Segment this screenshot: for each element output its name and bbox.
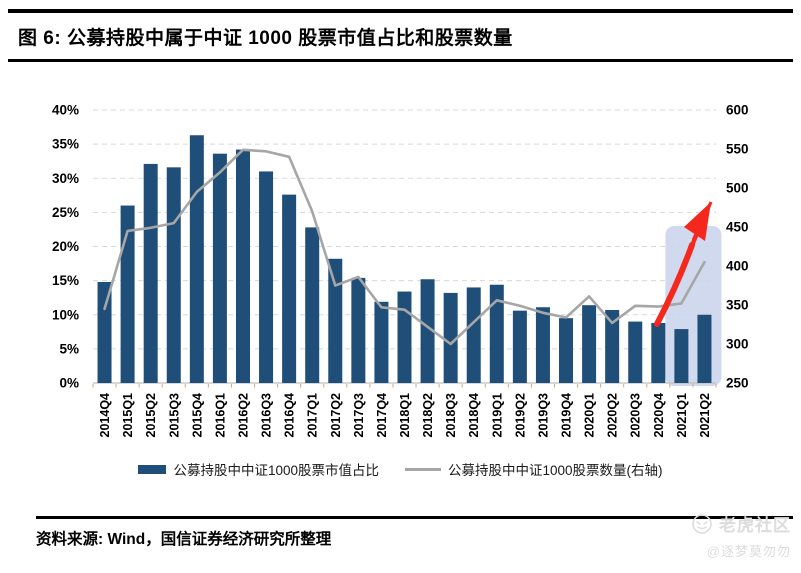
bar-2018Q3: [443, 292, 458, 383]
x-axis-label-2018Q2: 2018Q2: [421, 393, 435, 438]
x-axis-label-2017Q2: 2017Q2: [329, 393, 343, 438]
y-axis-tick-label-right: 600: [726, 103, 749, 118]
y-axis-tick-label-right: 300: [726, 337, 749, 352]
bar-2016Q3: [259, 171, 274, 383]
y-axis-tick-label-left: 20%: [52, 239, 79, 254]
bar-2021Q2: [697, 314, 712, 383]
legend-label-stock-count: 公募持股中中证1000股票数量(右轴): [448, 463, 663, 478]
bar-2017Q2: [328, 258, 343, 383]
bar-2020Q3: [628, 321, 643, 383]
bar-2017Q4: [374, 301, 389, 383]
x-axis-label-2015Q3: 2015Q3: [167, 393, 181, 438]
bar-2014Q4: [97, 281, 112, 383]
chart-legend: 公募持股中中证1000股票市值占比 公募持股中中证1000股票数量(右轴): [0, 459, 801, 479]
legend-item-stock-count: 公募持股中中证1000股票数量(右轴): [405, 459, 663, 479]
y-axis-tick-label-right: 500: [726, 181, 749, 196]
bar-series-swatch: [138, 464, 167, 474]
bar-2016Q2: [235, 149, 250, 383]
y-axis-tick-label-right: 350: [726, 298, 749, 313]
y-axis-tick-label-right: 550: [726, 142, 749, 157]
bar-2015Q2: [143, 163, 158, 383]
x-axis-label-2018Q3: 2018Q3: [444, 393, 458, 438]
watermark: 老虎社区 @逐梦莫勿勿: [691, 511, 791, 560]
x-axis-label-2014Q4: 2014Q4: [98, 393, 112, 438]
bar-2015Q4: [189, 135, 204, 383]
bar-2016Q1: [212, 153, 227, 383]
figure-title: 图 6: 公募持股中属于中证 1000 股票市值占比和股票数量: [8, 9, 793, 62]
bar-2017Q1: [305, 227, 320, 383]
legend-label-marketcap-share: 公募持股中中证1000股票市值占比: [173, 463, 379, 478]
x-axis-label-2017Q3: 2017Q3: [352, 393, 366, 438]
bar-2020Q2: [605, 309, 620, 383]
y-axis-tick-label-left: 15%: [52, 273, 79, 288]
y-axis-tick-label-right: 450: [726, 220, 749, 235]
x-axis-label-2015Q1: 2015Q1: [121, 393, 135, 438]
x-axis-label-2017Q4: 2017Q4: [375, 393, 389, 438]
y-axis-tick-label-left: 10%: [52, 307, 79, 322]
x-axis-label-2020Q1: 2020Q1: [583, 393, 597, 438]
bar-2017Q3: [351, 277, 366, 383]
x-axis-label-2016Q2: 2016Q2: [236, 393, 250, 438]
bar-2019Q2: [512, 310, 527, 383]
bar-2018Q2: [420, 279, 435, 383]
trend-arrow-head-icon: [684, 202, 711, 241]
x-axis-label-2018Q4: 2018Q4: [467, 393, 481, 438]
bar-2018Q4: [466, 287, 481, 383]
x-axis-label-2019Q3: 2019Q3: [536, 393, 550, 438]
source-note: 资料来源: Wind，国信证券经济研究所整理: [36, 516, 793, 549]
x-axis-label-2021Q1: 2021Q1: [675, 393, 689, 438]
highlight-region: [665, 226, 722, 386]
stock-count-line: [103, 148, 706, 346]
x-axis-label-2017Q1: 2017Q1: [306, 393, 320, 438]
bar-2019Q4: [559, 318, 574, 383]
bar-2018Q1: [397, 291, 412, 383]
y-axis-tick-label-left: 40%: [52, 103, 79, 118]
tiger-logo-icon: [692, 513, 712, 534]
x-axis-label-2020Q4: 2020Q4: [652, 393, 666, 438]
bar-2015Q3: [166, 167, 181, 383]
legend-item-marketcap-share: 公募持股中中证1000股票市值占比: [138, 459, 379, 479]
bar-2016Q4: [282, 194, 297, 383]
line-series-swatch: [405, 467, 441, 471]
x-axis-label-2015Q4: 2015Q4: [190, 393, 204, 438]
x-axis-label-2020Q2: 2020Q2: [606, 393, 620, 438]
y-axis-tick-label-right: 250: [726, 376, 749, 391]
bar-2019Q3: [535, 307, 550, 383]
y-axis-tick-label-left: 35%: [52, 137, 79, 152]
x-axis-label-2019Q4: 2019Q4: [560, 393, 574, 438]
bar-2020Q1: [582, 305, 597, 383]
watermark-handle: @逐梦莫勿勿: [706, 544, 791, 559]
x-axis-label-2016Q3: 2016Q3: [260, 393, 274, 438]
y-axis-tick-label-left: 0%: [59, 376, 79, 391]
bar-2020Q4: [651, 322, 666, 383]
x-axis-label-2018Q1: 2018Q1: [398, 393, 412, 438]
x-axis-label-2019Q1: 2019Q1: [490, 393, 504, 438]
bar-2015Q1: [120, 205, 135, 383]
x-axis-label-2019Q2: 2019Q2: [513, 393, 527, 438]
bar-2021Q1: [674, 329, 689, 383]
y-axis-tick-label-left: 30%: [52, 171, 79, 186]
y-axis-tick-label-left: 5%: [59, 341, 79, 356]
x-axis-label-2016Q4: 2016Q4: [283, 393, 297, 438]
x-axis-label-2016Q1: 2016Q1: [213, 393, 227, 438]
x-axis-label-2020Q3: 2020Q3: [629, 393, 643, 438]
y-axis-tick-label-right: 400: [726, 259, 749, 274]
x-axis-label-2021Q2: 2021Q2: [698, 393, 712, 438]
x-axis-label-2015Q2: 2015Q2: [144, 393, 158, 438]
y-axis-tick-label-left: 25%: [52, 205, 79, 220]
watermark-brand: 老虎社区: [719, 516, 791, 535]
bar-2019Q1: [489, 284, 504, 383]
